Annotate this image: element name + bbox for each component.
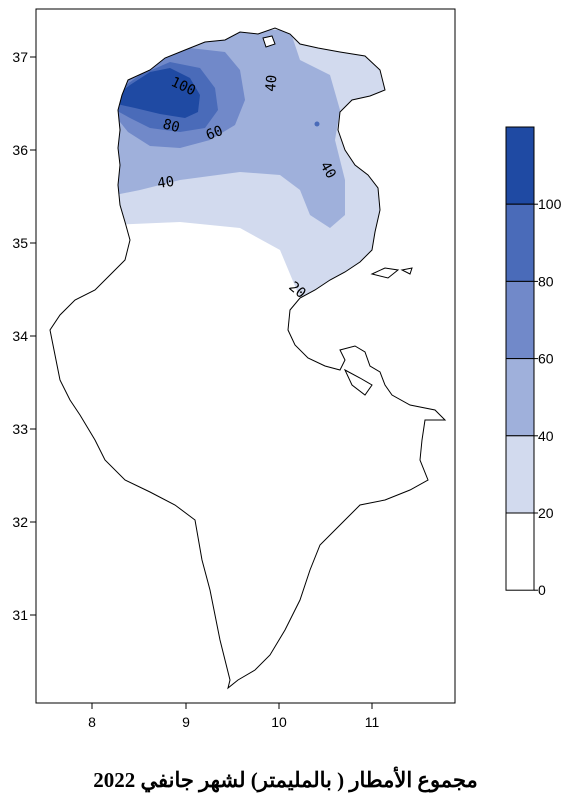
y-tick-label: 36: [12, 142, 28, 158]
x-tick-label: 11: [365, 714, 380, 730]
legend-label: 40: [538, 428, 554, 444]
legend-label: 60: [538, 351, 554, 367]
djerba-outline: [343, 368, 373, 396]
legend-swatch: [505, 203, 535, 282]
legend-label: 20: [538, 505, 554, 521]
y-tick-label: 33: [12, 421, 28, 437]
y-tick-label: 32: [12, 514, 28, 530]
legend-swatch: [505, 512, 535, 591]
legend-swatch: [505, 280, 535, 360]
x-axis: 8 9 10 11: [88, 703, 379, 730]
plot-frame: [35, 8, 456, 704]
y-axis: 37 36 35 34 33 32 31: [12, 49, 36, 623]
x-tick-label: 9: [182, 714, 190, 730]
contour-label-40-north: 40: [263, 74, 280, 92]
lake-outline: [262, 35, 276, 48]
legend-label: 100: [538, 196, 562, 212]
contour-label-40-east: 40: [317, 159, 339, 182]
legend: 100 80 60 40 20 0: [505, 126, 562, 598]
legend-label: 80: [538, 273, 554, 289]
y-tick-label: 37: [12, 49, 28, 65]
x-tick-label: 8: [88, 714, 96, 730]
x-tick-label: 10: [271, 714, 287, 730]
legend-label: 0: [538, 582, 546, 598]
contour-label-60: 60: [204, 123, 225, 144]
contour-label-40-west: 40: [156, 174, 175, 192]
island-outline: [370, 267, 400, 279]
rainfall-contours: [100, 28, 420, 298]
legend-swatch: [505, 435, 535, 514]
legend-swatch: [505, 358, 535, 437]
legend-swatch: [505, 126, 535, 205]
contour-label-80: 80: [161, 116, 181, 136]
contour-band-100-plus: [108, 68, 200, 118]
island-outline-small: [400, 267, 413, 275]
y-tick-label: 35: [12, 235, 28, 251]
y-tick-label: 31: [12, 607, 28, 623]
map-caption: مجموع الأمطار ( بالمليمتر) لشهر جانفي 20…: [93, 768, 478, 792]
tunisia-outline: [49, 27, 447, 690]
station-marker: [314, 121, 320, 127]
y-tick-label: 34: [12, 328, 28, 344]
